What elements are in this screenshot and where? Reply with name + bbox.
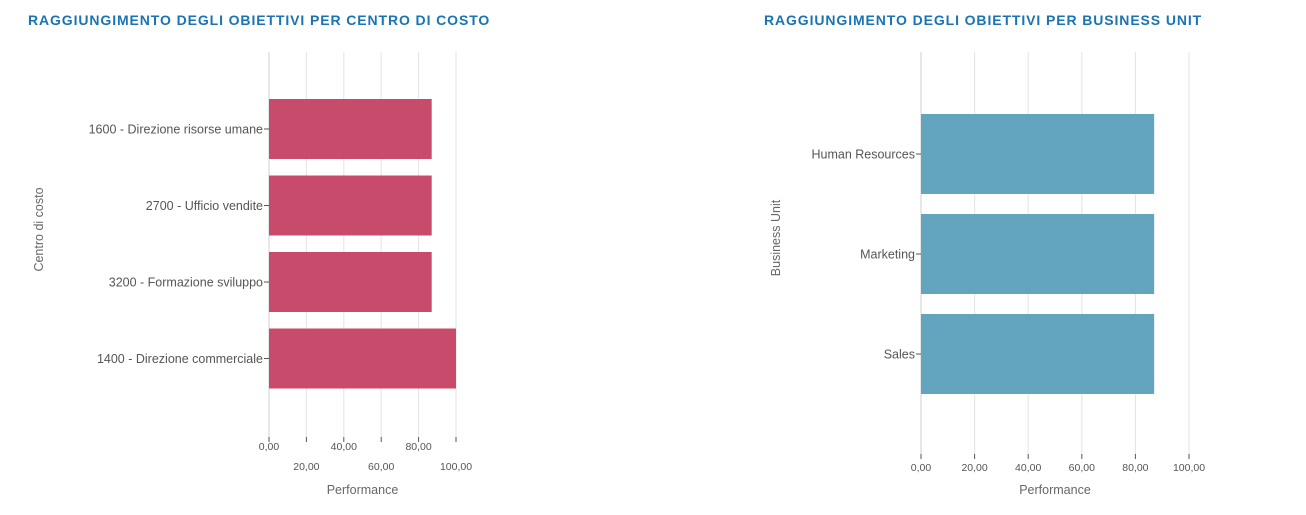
bar (269, 99, 432, 159)
category-label: 2700 - Ufficio vendite (146, 199, 263, 213)
cost-center-bar-chart: 1600 - Direzione risorse umane 2700 - Uff… (32, 52, 472, 497)
chart-title: RAGGIUNGIMENTO DEGLI OBIETTIVI PER CENTR… (28, 12, 491, 28)
category-label: Human Resources (811, 148, 915, 162)
x-tick-label: 80,00 (1122, 462, 1148, 474)
bar (269, 252, 432, 312)
x-tick-label: 0,00 (259, 441, 280, 453)
x-tick-label: 20,00 (293, 461, 319, 473)
cost-center-chart-panel: RAGGIUNGIMENTO DEGLI OBIETTIVI PER CENTR… (0, 0, 640, 515)
x-tick-label: 40,00 (331, 441, 357, 453)
chart-title: RAGGIUNGIMENTO DEGLI OBIETTIVI PER BUSIN… (764, 12, 1203, 28)
x-tick-label: 20,00 (961, 462, 987, 474)
x-axis-title: Performance (327, 483, 399, 497)
business-unit-chart-panel: RAGGIUNGIMENTO DEGLI OBIETTIVI PER BUSIN… (650, 0, 1306, 515)
bar (921, 314, 1155, 394)
business-unit-bar-chart: Human Resources Marketing Sales 0,00 20,00 40… (769, 52, 1205, 497)
y-axis-title: Business Unit (769, 199, 783, 276)
bar (921, 214, 1155, 294)
bar (921, 114, 1155, 194)
bar (269, 328, 456, 389)
x-tick-label: 100,00 (1173, 462, 1205, 474)
x-tick-label: 100,00 (440, 461, 472, 473)
category-label: Sales (884, 348, 915, 362)
x-tick-label: 60,00 (1069, 462, 1095, 474)
x-tick-label: 80,00 (405, 441, 431, 453)
category-label: Marketing (860, 248, 915, 262)
x-tick-label: 60,00 (368, 461, 394, 473)
category-label: 1400 - Direzione commerciale (97, 352, 263, 366)
x-tick-label: 40,00 (1015, 462, 1041, 474)
x-tick-label: 0,00 (911, 462, 932, 474)
y-axis-title: Centro di costo (32, 187, 46, 271)
bar (269, 175, 432, 236)
x-axis-title: Performance (1019, 483, 1091, 497)
category-label: 1600 - Direzione risorse umane (89, 123, 263, 137)
category-label: 3200 - Formazione sviluppo (109, 276, 263, 290)
